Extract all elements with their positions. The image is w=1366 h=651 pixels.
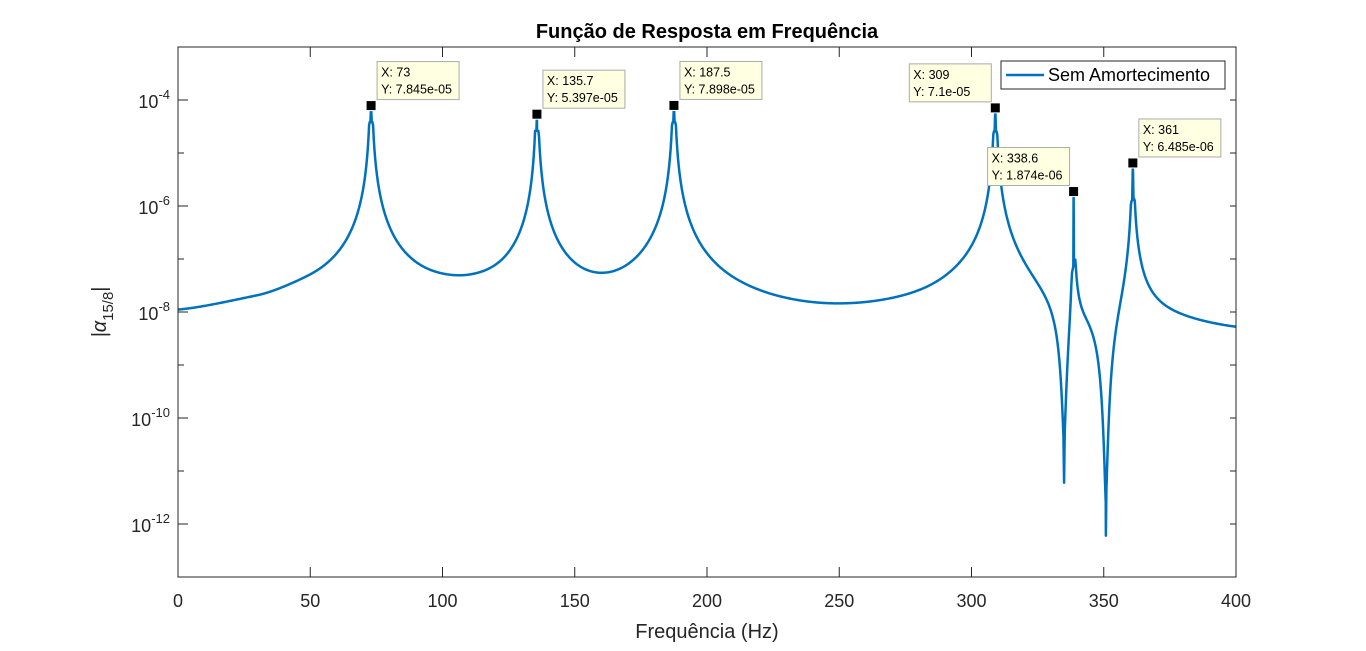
datatip[interactable]: X: 338.6 Y: 1.874e-06 [987, 147, 1080, 198]
datatip-marker[interactable] [365, 100, 377, 112]
legend[interactable]: Sem Amortecimento [1000, 60, 1226, 90]
y-tick-label: 10-6 [138, 193, 170, 218]
datatip-y-text: Y: 1.874e-06 [992, 169, 1063, 183]
y-axis-ticks: 10-12 10-10 10-8 10-6 10-4 [131, 46, 1236, 578]
datatip[interactable]: X: 187.5 Y: 7.898e-05 [668, 60, 763, 111]
datatip[interactable]: X: 135.7 Y: 5.397e-05 [531, 69, 626, 120]
datatip-marker[interactable] [1127, 157, 1139, 169]
datatip[interactable]: X: 309 Y: 7.1e-05 [908, 63, 1001, 114]
datatip-x-text: X: 187.5 [684, 65, 731, 79]
datatip-box [987, 147, 1071, 187]
x-tick-label: 150 [560, 591, 590, 611]
y-tick-label: 10-10 [131, 405, 170, 430]
x-axis-label: Frequência (Hz) [635, 621, 778, 643]
x-tick-label: 250 [824, 591, 854, 611]
y-axis-label-sub: 15/8 [100, 292, 117, 321]
datatip-x-text: X: 361 [1143, 123, 1179, 137]
x-tick-label: 0 [173, 591, 183, 611]
datatip-x-text: X: 309 [913, 68, 949, 82]
x-tick-label: 100 [427, 591, 457, 611]
datatip-box [1138, 118, 1222, 158]
y-axis-label-end: | [89, 286, 111, 291]
y-tick-label: 10-8 [138, 299, 170, 324]
datatip-x-text: X: 73 [381, 66, 410, 80]
x-tick-label: 200 [692, 591, 722, 611]
datatip-y-text: Y: 7.845e-05 [381, 83, 452, 97]
y-axis-label: |α15/8| [89, 286, 117, 337]
datatip[interactable]: X: 73 Y: 7.845e-05 [365, 61, 460, 112]
datatips: X: 73Y: 7.845e-05X: 135.7Y: 5.397e-05X: … [365, 60, 1222, 198]
datatip-box [542, 69, 626, 109]
x-axis-ticks: 0 50 100 150 200 250 300 350 400 [173, 47, 1251, 611]
datatip-y-text: Y: 7.1e-05 [913, 85, 970, 99]
plot-area [178, 47, 1236, 577]
y-tick-label: 10-12 [131, 511, 170, 536]
datatip-marker[interactable] [989, 102, 1001, 114]
datatip-x-text: X: 338.6 [992, 152, 1039, 166]
legend-label: Sem Amortecimento [1048, 65, 1210, 85]
datatip-y-text: Y: 6.485e-06 [1143, 140, 1214, 154]
frf-series-line [177, 104, 1237, 538]
datatip-marker[interactable] [668, 99, 680, 111]
plot-area-frame [177, 46, 1237, 578]
datatip[interactable]: X: 361 Y: 6.485e-06 [1127, 118, 1222, 169]
datatip-marker[interactable] [531, 108, 543, 120]
svg-text:|α15/8|: |α15/8| [89, 286, 117, 337]
datatip-y-text: Y: 5.397e-05 [547, 91, 618, 105]
y-axis-label-base: |α [89, 320, 111, 337]
datatip-x-text: X: 135.7 [547, 74, 594, 88]
chart-title: Função de Resposta em Frequência [536, 21, 879, 43]
x-tick-label: 50 [300, 591, 320, 611]
y-tick-label: 10-4 [138, 87, 170, 112]
datatip-box [376, 61, 460, 101]
datatip-box [679, 60, 763, 100]
datatip-box [908, 63, 992, 103]
datatip-y-text: Y: 7.898e-05 [684, 82, 755, 96]
x-tick-label: 350 [1089, 591, 1119, 611]
x-tick-label: 300 [956, 591, 986, 611]
datatip-marker[interactable] [1068, 186, 1080, 198]
x-tick-label: 400 [1221, 591, 1251, 611]
